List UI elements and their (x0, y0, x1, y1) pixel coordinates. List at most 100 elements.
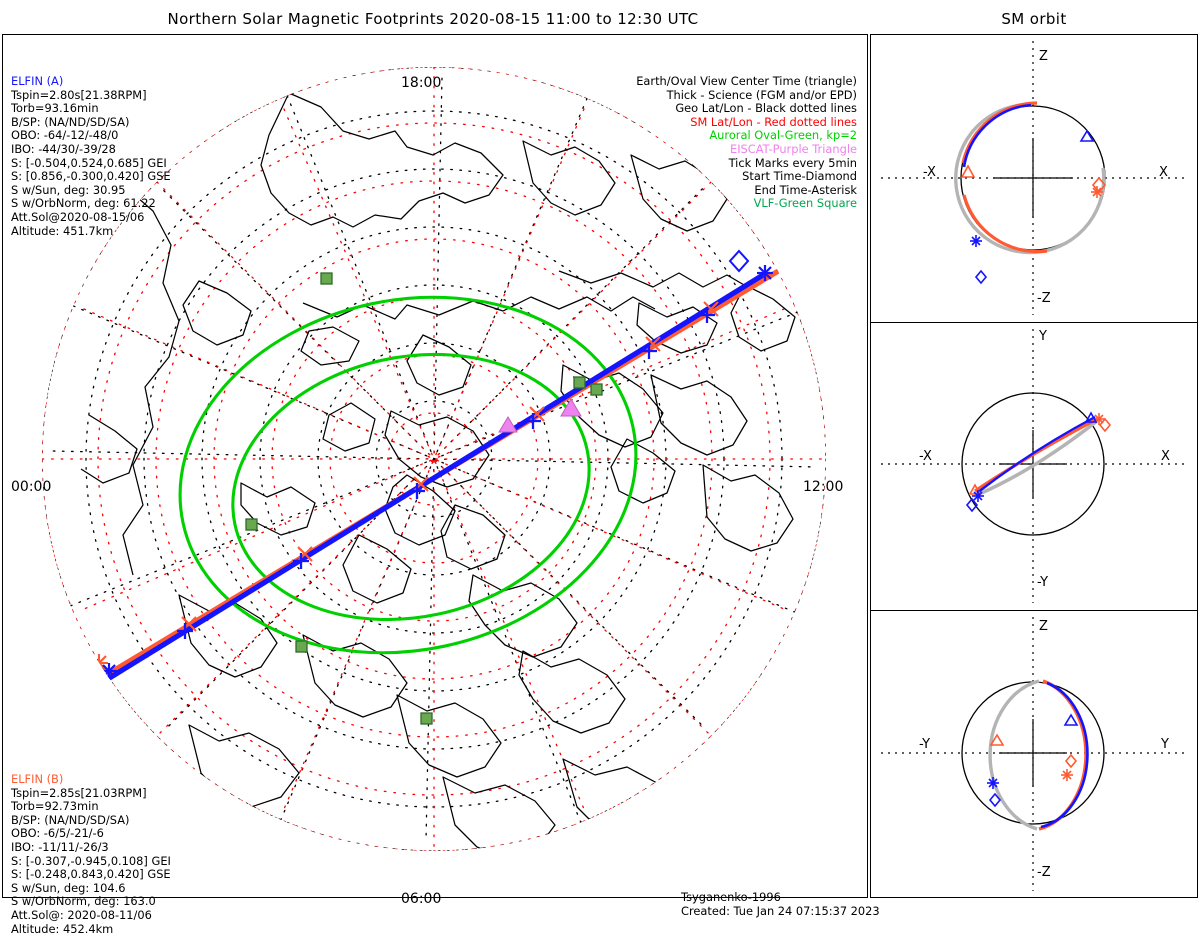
axis-label-neg-x: -X (919, 449, 932, 465)
figure-root: Northern Solar Magnetic Footprints 2020-… (2, 10, 1198, 935)
legend-line-10: VLF-Green Square (753, 196, 857, 211)
elfin-b-start-diamond (68, 681, 90, 703)
elfin-a-name: ELFIN (A) (11, 74, 64, 88)
orbit-panel-title: SM orbit (1001, 10, 1067, 28)
elfin-b-markers (989, 733, 1078, 781)
mlt-label-bottom: 06:00 (401, 891, 442, 907)
axis-label-neg-y: -Y (1037, 575, 1049, 591)
elfin-b-name: ELFIN (B) (11, 772, 64, 786)
elfin-b-line-11: Altitude: 452.4km (11, 921, 114, 936)
elfin-a-markers (965, 411, 1098, 513)
figure-footer: Tsyganenko-1996 Created: Tue Jan 24 07:1… (681, 890, 880, 918)
elfin-a-start-asterisk (757, 265, 773, 281)
legend-line-6: EISCAT-Purple Triangle (730, 141, 857, 156)
axis-label-z: Z (1039, 49, 1048, 64)
elfin-b-line-3: B/SP: (NA/ND/SD/SA) (11, 812, 130, 827)
map-content (42, 67, 826, 851)
elfin-a-line-9: S w/OrbNorm, deg: 61.22 (11, 196, 156, 211)
elfin-a-orbit-trace (962, 103, 1032, 168)
elfin-a-ticks (177, 307, 715, 639)
vlf-square-icon (420, 712, 433, 725)
mlt-label-top: 18:00 (401, 75, 442, 91)
vlf-square-icon (573, 376, 586, 389)
vlf-square-icon (590, 383, 603, 396)
vlf-square-icon (295, 640, 308, 653)
elfin-a-info-block: ELFIN (A) Tspin=2.80s[21.38RPM] Torb=93.1… (11, 74, 171, 238)
map-legend: Earth/Oval View Center Time (triangle) T… (636, 74, 857, 211)
elfin-b-line-7: S: [-0.248,0.843,0.420] GSE (11, 867, 171, 882)
axis-label-z: Z (1039, 618, 1048, 634)
legend-line-9: End Time-Asterisk (754, 182, 857, 197)
elfin-b-end-asterisk (90, 654, 108, 672)
elfin-a-markers (987, 713, 1079, 807)
elfin-b-orbit-trace-2 (962, 194, 1048, 254)
orbit-yz-svg (881, 616, 1186, 891)
elfin-b-info-block: ELFIN (B) Tspin=2.85s[21.03RPM] Torb=92.7… (11, 772, 171, 936)
elfin-a-line-10: Att.Sol@2020-08-15/06 (11, 209, 145, 224)
elfin-a-line-6: S: [-0.504,0.524,0.685] GEI (11, 155, 167, 170)
elfin-b-line-9: S w/OrbNorm, deg: 163.0 (11, 894, 156, 909)
elfin-b-line-10: Att.Sol@: 2020-08-11/06 (11, 907, 152, 922)
orbit-panel-yz: -Y Y Z -Z (871, 609, 1197, 897)
elfin-a-line-5: IBO: -44/30/-39/28 (11, 141, 116, 156)
eiscat-triangle-icon (560, 398, 582, 417)
elfin-b-markers (960, 164, 1107, 198)
legend-line-7: Tick Marks every 5min (728, 155, 857, 170)
eiscat-triangle-icon (498, 416, 518, 433)
elfin-a-orbit-trace (1040, 681, 1089, 828)
legend-line-1: Earth/Oval View Center Time (triangle) (636, 74, 857, 88)
auroral-oval (178, 295, 638, 655)
elfin-b-line-4: OBO: -6/5/-21/-6 (11, 826, 104, 841)
mlt-label-right: 12:00 (803, 479, 844, 495)
model-name: Tsyganenko-1996 (681, 890, 781, 904)
polar-map-panel: 18:00 00:00 12:00 06:00 ELFIN (A) Tspin=2… (2, 34, 880, 935)
elfin-b-line-1: Tspin=2.85s[21.03RPM] (11, 785, 147, 800)
mlt-label-left: 00:00 (11, 479, 52, 495)
legend-line-8: Start Time-Diamond (742, 169, 857, 184)
axis-label-x: X (1159, 165, 1168, 180)
polar-map-svg (42, 67, 826, 851)
elfin-b-orbit-trace (961, 101, 1038, 164)
elfin-a-line-4: OBO: -64/-12/-48/0 (11, 128, 119, 143)
elfin-b-line-2: Torb=92.73min (11, 799, 99, 814)
vlf-markers (245, 272, 603, 725)
orbit-xz-svg (881, 41, 1186, 315)
orbit-gray-trace (976, 419, 1099, 497)
axis-label-y: Y (1039, 329, 1047, 345)
axis-label-neg-z: -Z (1037, 291, 1051, 306)
created-timestamp: Created: Tue Jan 24 07:15:37 2023 (681, 903, 880, 918)
orbit-gray-trace (954, 103, 1106, 255)
orbit-panel-xz: -X X Z -Z (871, 35, 1197, 322)
elfin-b-line-6: S: [-0.307,-0.945,0.108] GEI (11, 853, 171, 868)
axis-label-neg-x: -X (923, 165, 936, 180)
elfin-a-line-3: B/SP: (NA/ND/SD/SA) (11, 114, 130, 129)
sm-orbit-column: -X X Z -Z (870, 34, 1198, 898)
elfin-b-line-8: S w/Sun, deg: 104.6 (11, 880, 126, 895)
page-title: Northern Solar Magnetic Footprints 2020-… (167, 10, 699, 28)
earth-circle (961, 392, 1105, 536)
axis-label-neg-z: -Z (1037, 864, 1051, 880)
elfin-a-center-triangle (728, 249, 750, 273)
elfin-a-line-7: S: [0.856,-0.300,0.420] GSE (11, 169, 171, 184)
elfin-b-line-5: IBO: -11/11/-26/3 (11, 839, 109, 854)
axis-label-x: X (1161, 449, 1170, 465)
elfin-a-markers (970, 129, 1095, 285)
eiscat-markers (498, 398, 582, 433)
elfin-a-line-8: S w/Sun, deg: 30.95 (11, 182, 126, 197)
orbit-xy-svg (881, 329, 1186, 604)
axis-label-neg-y: -Y (919, 736, 931, 752)
legend-line-2: Thick - Science (FGM and/or EPD) (666, 87, 857, 102)
axis-label-y: Y (1161, 736, 1169, 752)
orbit-gray-trace (988, 679, 1040, 831)
vlf-square-icon (245, 518, 258, 531)
vlf-square-icon (320, 272, 333, 285)
elfin-a-line-1: Tspin=2.80s[21.38RPM] (11, 87, 147, 102)
elfin-a-line-2: Torb=93.16min (11, 101, 99, 116)
orbit-panel-xy: -X X Y -Y (871, 322, 1197, 609)
legend-line-3: Geo Lat/Lon - Black dotted lines (675, 101, 857, 116)
coastlines (80, 92, 796, 851)
elfin-a-orbit-trace (976, 416, 1096, 495)
elfin-a-line-11: Altitude: 451.7km (11, 223, 114, 238)
legend-line-4: SM Lat/Lon - Red dotted lines (690, 114, 857, 129)
elfin-a-end-asterisk (101, 663, 117, 679)
